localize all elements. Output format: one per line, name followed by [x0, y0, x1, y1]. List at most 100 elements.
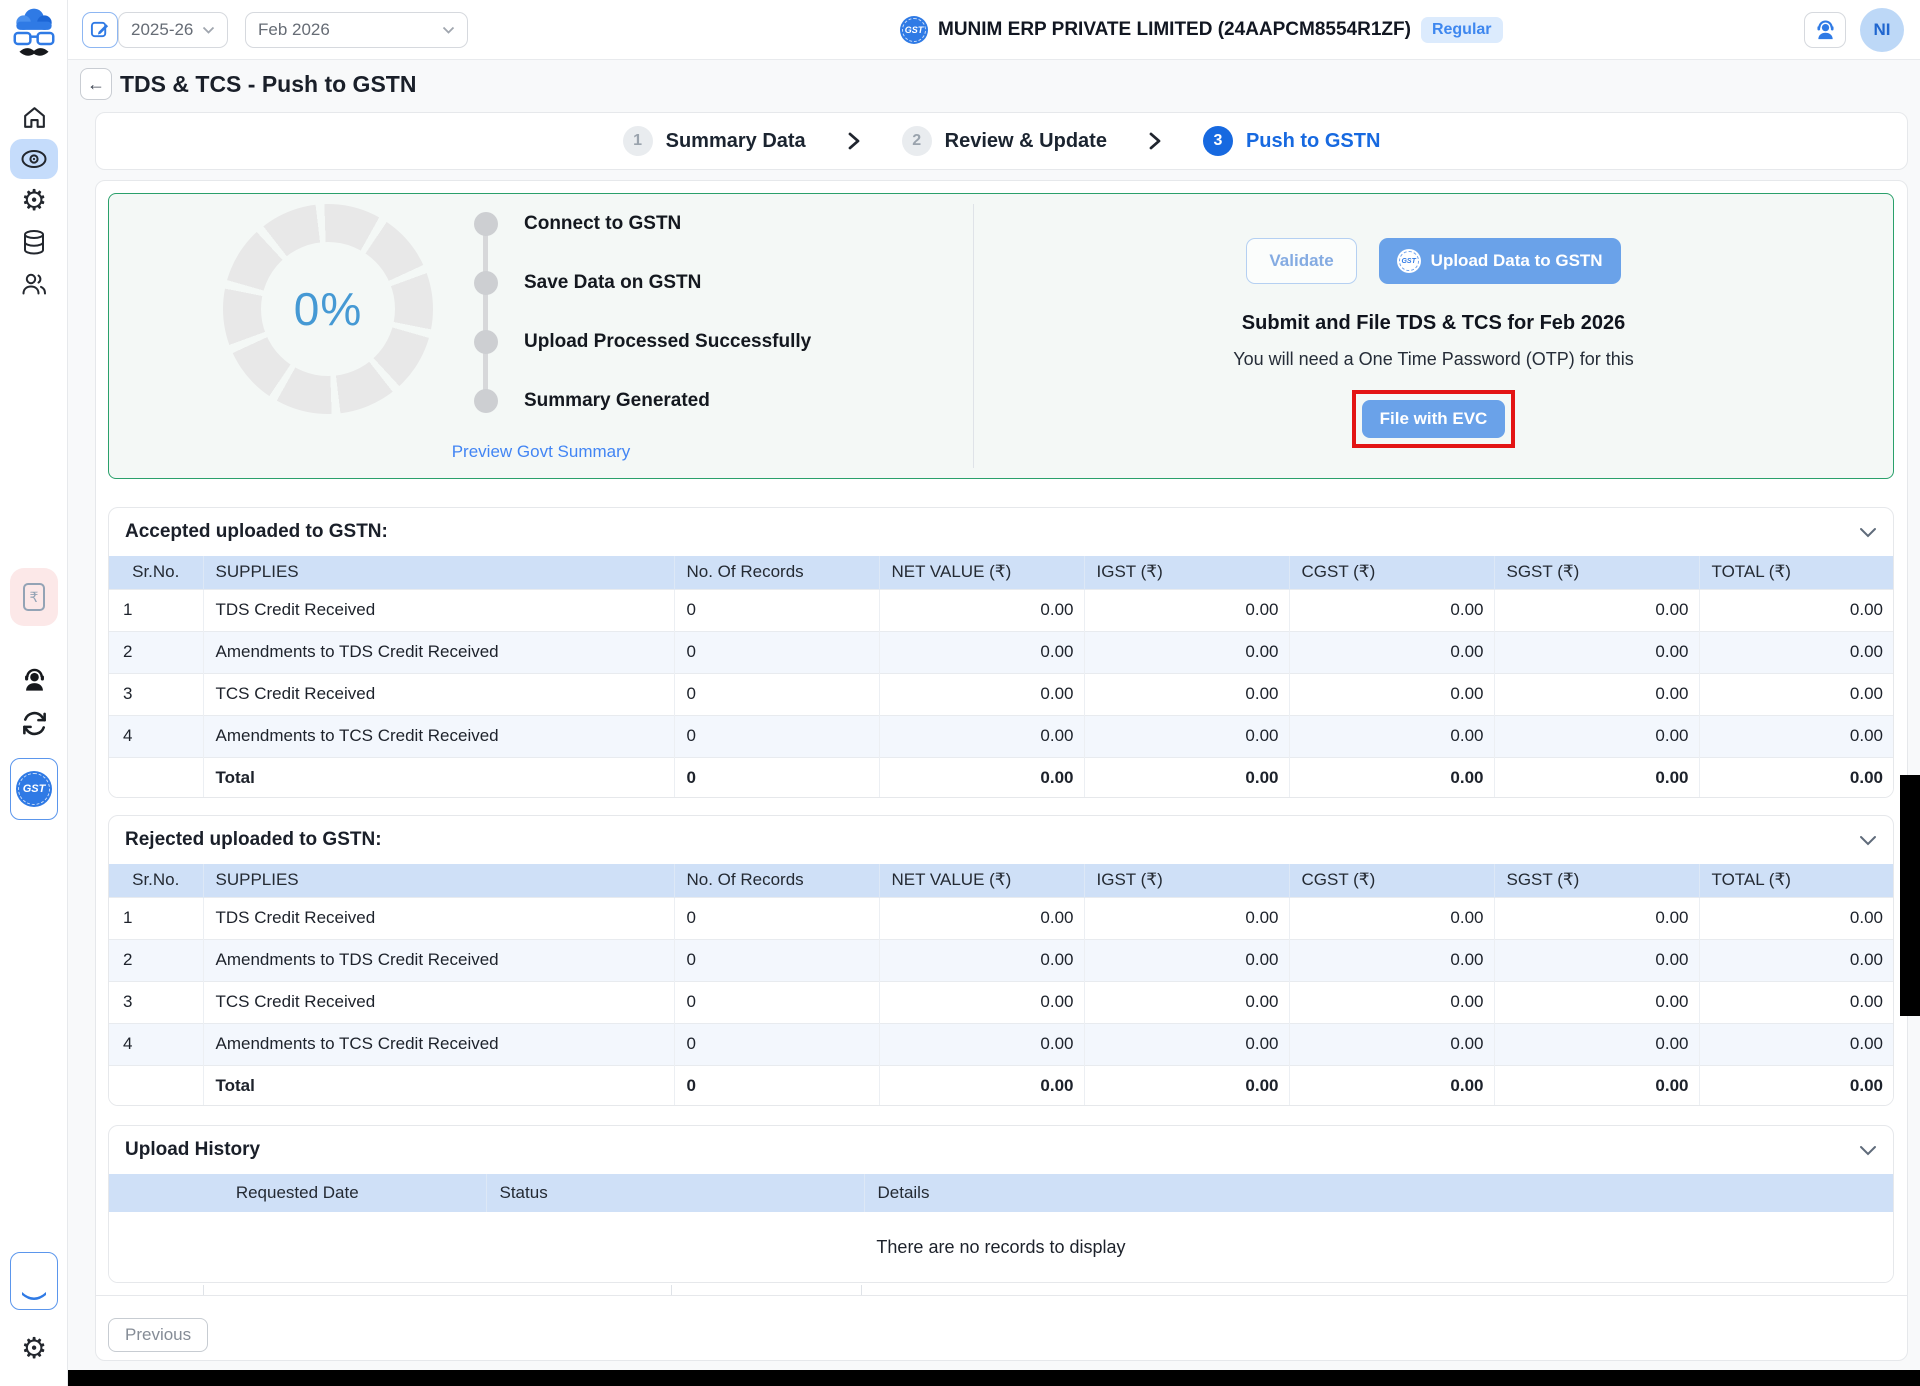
- period-dropdown[interactable]: Feb 2026: [245, 12, 468, 48]
- column-header: CGST (₹): [1289, 864, 1494, 897]
- timeline-label: Save Data on GSTN: [524, 272, 701, 294]
- section-title: Accepted uploaded to GSTN:: [125, 521, 388, 543]
- table-cell: 0.00: [1289, 715, 1494, 757]
- user-avatar[interactable]: NI: [1860, 8, 1904, 52]
- table-cell: 0.00: [1494, 1065, 1699, 1106]
- compose-button[interactable]: [82, 12, 118, 48]
- table-cell: 4: [109, 1023, 203, 1065]
- table-cell: [109, 757, 203, 798]
- table-cell: 0.00: [1289, 757, 1494, 798]
- timeline-step: Summary Generated: [474, 389, 710, 413]
- upload-history-section: Upload History Requested DateStatusDetai…: [108, 1125, 1894, 1283]
- column-header: SUPPLIES: [203, 556, 674, 589]
- support-headset-icon: [21, 667, 48, 694]
- collapse-toggle[interactable]: [1859, 1145, 1877, 1156]
- validate-button[interactable]: Validate: [1246, 238, 1356, 284]
- table-cell: 0.00: [1494, 673, 1699, 715]
- header-row: Sr.No.SUPPLIESNo. Of RecordsNET VALUE (₹…: [109, 864, 1893, 897]
- chevron-down-icon: [1859, 527, 1877, 538]
- table-cell: 1: [109, 897, 203, 939]
- table-cell: 0.00: [1084, 897, 1289, 939]
- step-number: 2: [902, 126, 932, 156]
- sidebar-item-view[interactable]: [10, 139, 58, 179]
- table-cell: Amendments to TDS Credit Received: [203, 939, 674, 981]
- sidebar-item-billing[interactable]: ₹: [10, 568, 58, 626]
- table-cell: 0.00: [1084, 1065, 1289, 1106]
- compose-icon: [90, 20, 110, 40]
- table-cell: 0.00: [1084, 631, 1289, 673]
- table-cell: 0.00: [1289, 939, 1494, 981]
- table-cell: TDS Credit Received: [203, 897, 674, 939]
- sidebar-item-data[interactable]: [17, 225, 51, 259]
- timeline-connector: [483, 224, 488, 401]
- empty-row: There are no records to display: [109, 1212, 1893, 1283]
- column-header: No. Of Records: [674, 864, 879, 897]
- step-label: Summary Data: [666, 130, 806, 153]
- sidebar: ⚙ ₹: [0, 0, 68, 1386]
- support-button[interactable]: [1804, 12, 1846, 48]
- page-content: ← TDS & TCS - Push to GSTN 1 Summary Dat…: [68, 60, 1920, 1386]
- table-cell: TDS Credit Received: [203, 589, 674, 631]
- page-title: TDS & TCS - Push to GSTN: [120, 68, 416, 100]
- table-cell: 0.00: [1699, 981, 1893, 1023]
- column-header: SGST (₹): [1494, 864, 1699, 897]
- fiscal-year-dropdown[interactable]: 2025-26: [118, 12, 228, 48]
- table-cell: 0.00: [1084, 589, 1289, 631]
- step-label: Review & Update: [945, 130, 1107, 153]
- step-push-to-gstn[interactable]: 3 Push to GSTN: [1203, 126, 1380, 156]
- sidebar-item-gst-filing[interactable]: GST: [10, 758, 58, 820]
- previous-button[interactable]: Previous: [108, 1318, 208, 1352]
- upload-data-button[interactable]: GST Upload Data to GSTN: [1379, 238, 1621, 284]
- sidebar-item-settings-bottom[interactable]: ⚙: [17, 1331, 51, 1365]
- table-cell: TCS Credit Received: [203, 673, 674, 715]
- table-cell: 4: [109, 715, 203, 757]
- table-row: 4Amendments to TCS Credit Received00.000…: [109, 715, 1893, 757]
- table-cell: 0.00: [879, 1023, 1084, 1065]
- table-cell: 0.00: [1699, 939, 1893, 981]
- gst-partial-icon: [20, 1291, 48, 1305]
- timeline-dot-icon: [474, 389, 498, 413]
- collapse-toggle[interactable]: [1859, 835, 1877, 846]
- database-icon: [21, 229, 47, 256]
- sidebar-item-sync[interactable]: [17, 706, 51, 740]
- preview-govt-summary-link[interactable]: Preview Govt Summary: [109, 442, 973, 462]
- progress-percent: 0%: [294, 282, 362, 336]
- column-header: SUPPLIES: [203, 864, 674, 897]
- period-value: Feb 2026: [258, 20, 330, 40]
- back-button[interactable]: ←: [80, 68, 112, 100]
- column-header: NET VALUE (₹): [879, 556, 1084, 589]
- table-cell: Total: [203, 1065, 674, 1106]
- table-cell: 0.00: [879, 589, 1084, 631]
- table-cell: 0.00: [1699, 589, 1893, 631]
- collapse-toggle[interactable]: [1859, 527, 1877, 538]
- table-row: 2Amendments to TDS Credit Received00.000…: [109, 939, 1893, 981]
- file-with-evc-button[interactable]: File with EVC: [1362, 400, 1506, 438]
- sidebar-item-settings[interactable]: ⚙: [17, 183, 51, 217]
- gstn-progress-panel: 0% Connect to GSTN Save Data on GSTN Upl…: [108, 193, 1894, 479]
- chevron-right-icon: [1149, 132, 1161, 150]
- company-info: GST MUNIM ERP PRIVATE LIMITED (24AAPCM85…: [900, 0, 1503, 60]
- column-header: NET VALUE (₹): [879, 864, 1084, 897]
- table-cell: 0.00: [1494, 981, 1699, 1023]
- timeline-step: Connect to GSTN: [474, 212, 681, 236]
- sidebar-item-home[interactable]: [17, 100, 51, 134]
- table-cell: 0.00: [1084, 981, 1289, 1023]
- step-review-update[interactable]: 2 Review & Update: [902, 126, 1107, 156]
- table-cell: 0.00: [1699, 897, 1893, 939]
- table-cell: 0.00: [1084, 673, 1289, 715]
- sidebar-item-support[interactable]: [17, 663, 51, 697]
- table-cell: 0.00: [879, 1065, 1084, 1106]
- section-title: Rejected uploaded to GSTN:: [125, 829, 382, 851]
- table-cell: 0: [674, 589, 879, 631]
- timeline-label: Summary Generated: [524, 390, 710, 412]
- table-cell: 0: [674, 673, 879, 715]
- sidebar-item-users[interactable]: [17, 267, 51, 301]
- table-cell: 0.00: [1084, 1023, 1289, 1065]
- gst-badge-icon: GST: [900, 16, 928, 44]
- step-summary-data[interactable]: 1 Summary Data: [623, 126, 806, 156]
- table-cell: 0.00: [1494, 589, 1699, 631]
- sidebar-item-gst-tools[interactable]: [10, 1252, 58, 1310]
- timeline-step: Upload Processed Successfully: [474, 330, 811, 354]
- empty-state-text: There are no records to display: [109, 1212, 1893, 1283]
- table-row: 3TCS Credit Received00.000.000.000.000.0…: [109, 673, 1893, 715]
